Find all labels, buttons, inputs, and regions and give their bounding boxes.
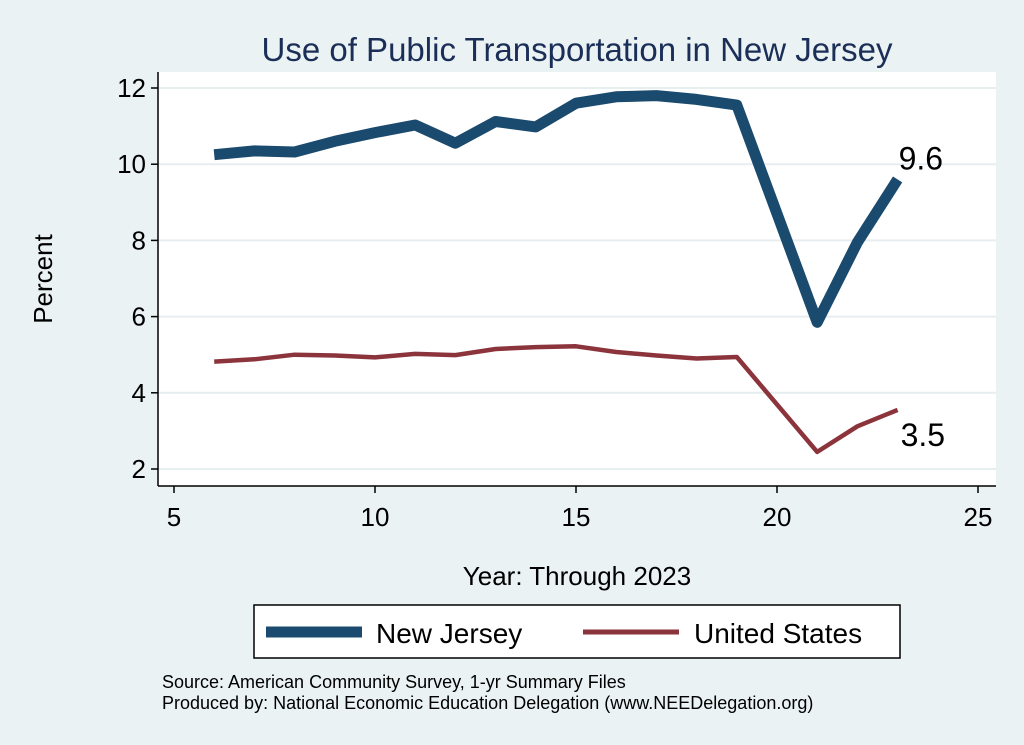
x-axis-label: Year: Through 2023 [463, 561, 691, 591]
series-line-new-jersey [213, 90, 903, 328]
y-axis-ticks: 2 4 6 8 10 12 [117, 73, 158, 484]
plot-area [158, 72, 996, 486]
end-labels: 9.6 3.5 [899, 140, 945, 453]
x-tick-label: 15 [562, 502, 591, 532]
axes [157, 72, 996, 487]
y-tick-label: 8 [132, 225, 146, 255]
legend-label-new-jersey: New Jersey [376, 618, 522, 649]
y-axis-label: Percent [28, 233, 58, 323]
end-label-new-jersey: 9.6 [899, 140, 943, 176]
legend: New Jersey United States [253, 604, 901, 659]
y-tick-label: 4 [132, 378, 146, 408]
source-note: Source: American Community Survey, 1-yr … [162, 672, 626, 692]
y-tick-label: 6 [132, 302, 146, 332]
x-axis-ticks: 5 10 15 20 25 [167, 486, 993, 532]
y-tick-label: 2 [132, 454, 146, 484]
x-tick-label: 10 [361, 502, 390, 532]
series-lines [213, 90, 903, 455]
produced-by-note: Produced by: National Economic Education… [162, 693, 813, 713]
legend-label-united-states: United States [694, 618, 862, 649]
x-tick-label: 20 [763, 502, 792, 532]
series-line-united-states [214, 344, 899, 455]
end-label-united-states: 3.5 [901, 417, 945, 453]
x-tick-label: 25 [964, 502, 993, 532]
chart-title: Use of Public Transportation in New Jers… [262, 31, 893, 68]
grid-lines [158, 87, 996, 470]
y-tick-label: 12 [117, 73, 146, 103]
x-tick-label: 5 [167, 502, 181, 532]
y-tick-label: 10 [117, 149, 146, 179]
